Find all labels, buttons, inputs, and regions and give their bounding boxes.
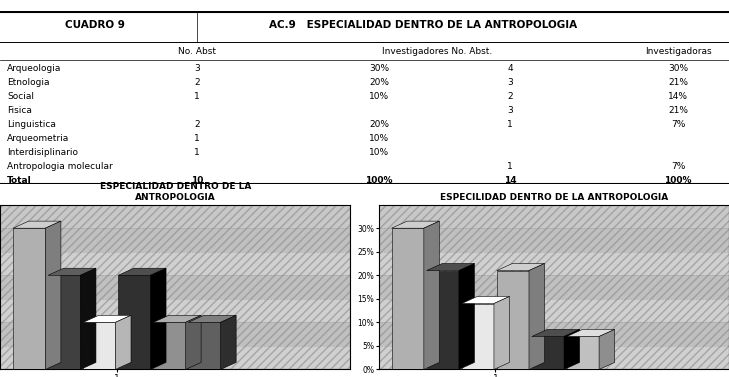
Text: 1: 1 <box>194 134 200 143</box>
Text: 100%: 100% <box>664 176 692 185</box>
Bar <box>378 275 729 299</box>
Text: 1: 1 <box>194 92 200 101</box>
Polygon shape <box>48 268 96 275</box>
Text: 4: 4 <box>507 64 513 73</box>
Polygon shape <box>424 221 440 369</box>
Polygon shape <box>185 315 201 369</box>
Bar <box>0 346 351 369</box>
Bar <box>391 228 424 369</box>
Polygon shape <box>391 221 440 228</box>
Text: 10%: 10% <box>369 134 389 143</box>
Text: Arqueometria: Arqueometria <box>7 134 69 143</box>
Polygon shape <box>83 315 131 322</box>
Polygon shape <box>153 315 201 322</box>
Polygon shape <box>150 268 166 369</box>
Polygon shape <box>599 329 615 369</box>
Polygon shape <box>188 315 236 322</box>
Bar <box>378 322 729 346</box>
Title: ESPECILIDAD DENTRO DE LA ANTROPOLOGIA: ESPECILIDAD DENTRO DE LA ANTROPOLOGIA <box>440 193 668 202</box>
Bar <box>0 299 351 322</box>
Polygon shape <box>426 264 475 271</box>
Polygon shape <box>461 296 510 303</box>
Text: No. Abst: No. Abst <box>178 47 216 56</box>
Text: Fisica: Fisica <box>7 106 32 115</box>
Title: ESPECIALIDAD DENTRO DE LA
ANTROPOLOGIA: ESPECIALIDAD DENTRO DE LA ANTROPOLOGIA <box>100 182 251 202</box>
Text: 30%: 30% <box>369 64 389 73</box>
Text: 20%: 20% <box>369 78 389 87</box>
Bar <box>378 252 729 275</box>
Text: 10%: 10% <box>369 148 389 157</box>
Bar <box>118 275 150 369</box>
Text: 100%: 100% <box>365 176 393 185</box>
Text: Interdisiplinario: Interdisiplinario <box>7 148 78 157</box>
Polygon shape <box>494 296 510 369</box>
Text: 3: 3 <box>507 78 513 87</box>
Text: 2: 2 <box>194 120 200 129</box>
Text: Total: Total <box>7 176 32 185</box>
Text: Linguistica: Linguistica <box>7 120 56 129</box>
Text: Etnologia: Etnologia <box>7 78 50 87</box>
Text: 2: 2 <box>507 92 513 101</box>
Text: 2: 2 <box>194 78 200 87</box>
Polygon shape <box>496 264 545 271</box>
Text: 30%: 30% <box>668 64 688 73</box>
Text: 21%: 21% <box>668 78 688 87</box>
Bar <box>567 337 599 369</box>
Bar <box>378 299 729 322</box>
Bar <box>531 337 564 369</box>
Bar <box>83 322 115 369</box>
Bar <box>48 275 80 369</box>
Polygon shape <box>567 329 615 337</box>
Polygon shape <box>529 264 545 369</box>
Polygon shape <box>221 315 236 369</box>
Text: 21%: 21% <box>668 106 688 115</box>
Bar <box>13 228 45 369</box>
Text: Social: Social <box>7 92 34 101</box>
Text: 7%: 7% <box>671 162 685 172</box>
Text: CUADRO 9: CUADRO 9 <box>65 20 125 30</box>
Bar <box>378 346 729 369</box>
Polygon shape <box>80 268 96 369</box>
Bar <box>188 322 221 369</box>
Text: Investigadoras: Investigadoras <box>644 47 712 56</box>
Text: Antropologia molecular: Antropologia molecular <box>7 162 113 172</box>
Text: 3: 3 <box>194 64 200 73</box>
Bar <box>0 275 351 299</box>
Polygon shape <box>13 221 61 228</box>
Polygon shape <box>459 264 475 369</box>
Bar <box>0 322 351 346</box>
Text: 7%: 7% <box>671 120 685 129</box>
Text: 1: 1 <box>507 162 513 172</box>
Text: 1: 1 <box>194 148 200 157</box>
Text: 10%: 10% <box>369 92 389 101</box>
Bar <box>378 228 729 252</box>
Text: 14%: 14% <box>668 92 688 101</box>
Text: 10: 10 <box>191 176 203 185</box>
Text: 14: 14 <box>504 176 517 185</box>
Bar <box>153 322 185 369</box>
Bar <box>426 271 459 369</box>
Text: 1: 1 <box>507 120 513 129</box>
Polygon shape <box>45 221 61 369</box>
Text: 3: 3 <box>507 106 513 115</box>
Text: Arqueologia: Arqueologia <box>7 64 62 73</box>
Bar <box>461 303 494 369</box>
Bar <box>0 252 351 275</box>
Polygon shape <box>115 315 131 369</box>
Polygon shape <box>531 329 580 337</box>
Bar <box>0 228 351 252</box>
Bar <box>496 271 529 369</box>
Text: AC.9   ESPECIALIDAD DENTRO DE LA ANTROPOLOGIA: AC.9 ESPECIALIDAD DENTRO DE LA ANTROPOLO… <box>269 20 577 30</box>
Text: Investigadores No. Abst.: Investigadores No. Abst. <box>382 47 493 56</box>
Text: 20%: 20% <box>369 120 389 129</box>
Polygon shape <box>564 329 580 369</box>
Polygon shape <box>118 268 166 275</box>
